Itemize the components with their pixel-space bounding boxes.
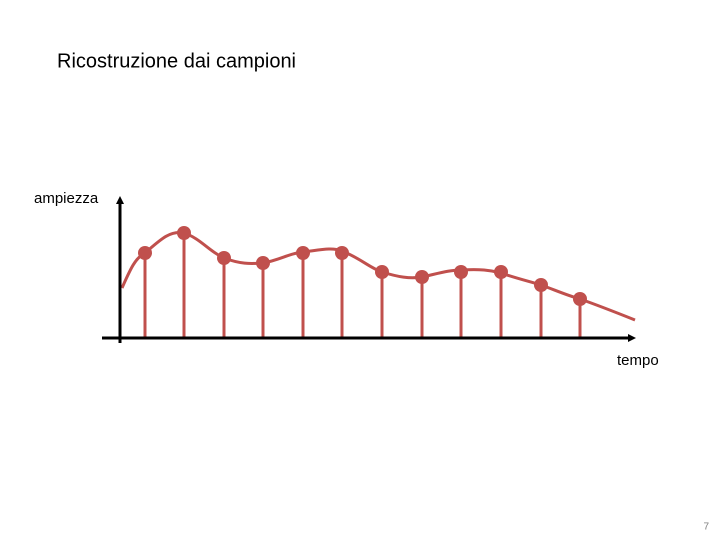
signal-diagram (102, 196, 636, 343)
sample-points (138, 226, 587, 306)
x-axis-label: tempo (617, 352, 659, 369)
page-number: 7 (703, 522, 709, 533)
y-axis-label: ampiezza (34, 190, 99, 207)
slide-title: Ricostruzione dai campioni (57, 50, 296, 72)
